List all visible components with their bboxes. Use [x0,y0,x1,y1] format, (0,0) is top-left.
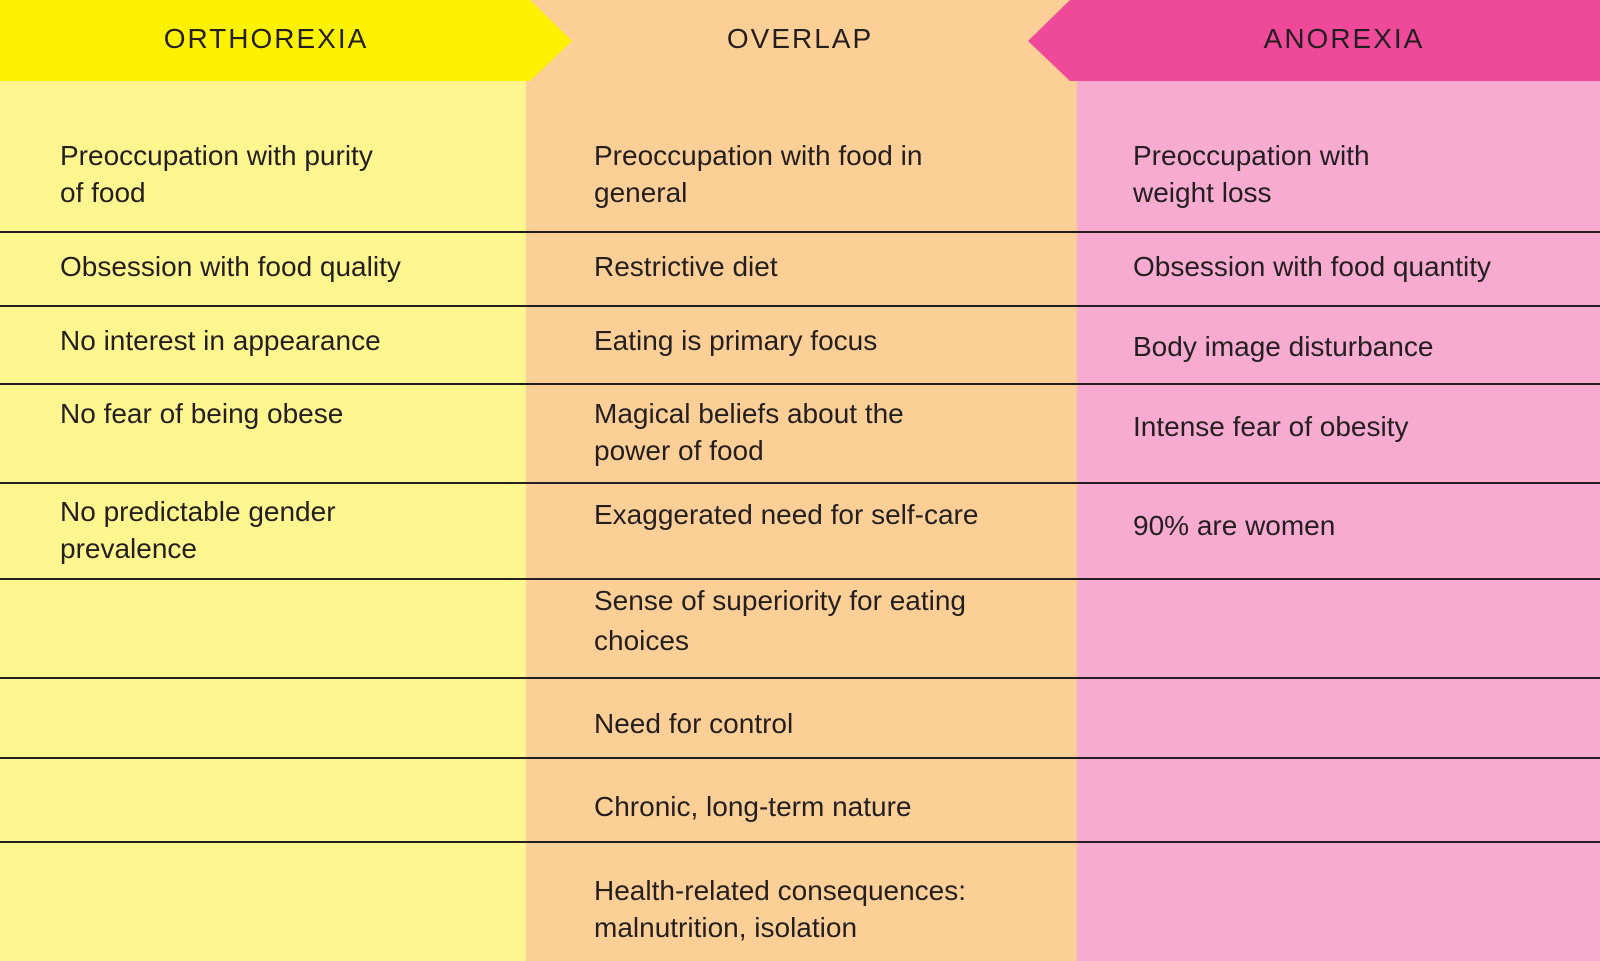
anorexia-cell-1: Preoccupation with weight loss [1133,140,1370,208]
overlap-cell-7: Need for control [594,708,794,739]
row-divider [0,305,1600,307]
overlap-header: OVERLAP [572,0,1028,81]
anorexia-cell-3: Body image disturbance [1133,331,1434,362]
anorexia-cell-2: Obsession with food quantity [1133,251,1491,282]
row-divider [0,841,1600,843]
overlap-header-label: OVERLAP [726,22,874,54]
overlap-cell-6: Sense of superiority for eating choices [594,585,966,656]
orthorexia-cell-2: Obsession with food quality [60,251,401,282]
row-divider [0,677,1600,679]
anorexia-header: ANOREXIA [1028,0,1600,81]
overlap-cell-4: Magical beliefs about the power of food [594,398,904,466]
overlap-cell-2: Restrictive diet [594,251,778,282]
anorexia-column-background [1077,0,1600,961]
orthorexia-cell-1: Preoccupation with purity of food [60,140,373,208]
row-divider [0,757,1600,759]
row-divider [0,231,1600,233]
orthorexia-header-label: ORTHOREXIA [163,22,369,54]
anorexia-header-label: ANOREXIA [1263,22,1425,54]
overlap-cell-3: Eating is primary focus [594,325,878,356]
orthorexia-cell-4: No fear of being obese [60,398,344,429]
overlap-cell-8: Chronic, long-term nature [594,791,912,822]
row-divider [0,482,1600,484]
overlap-cell-5: Exaggerated need for self-care [594,499,979,530]
row-divider [0,383,1600,385]
row-divider [0,578,1600,580]
overlap-cell-1: Preoccupation with food in general [594,140,923,208]
overlap-column-background [526,0,1077,961]
orthorexia-cell-5: No predictable gender prevalence [60,496,336,564]
orthorexia-cell-3: No interest in appearance [60,325,381,356]
anorexia-cell-4: Intense fear of obesity [1133,411,1409,442]
orthorexia-header: ORTHOREXIA [0,0,572,81]
orthorexia-column-background [0,0,526,961]
overlap-cell-9: Health-related consequences: malnutritio… [594,875,967,943]
anorexia-cell-5: 90% are women [1133,510,1336,541]
